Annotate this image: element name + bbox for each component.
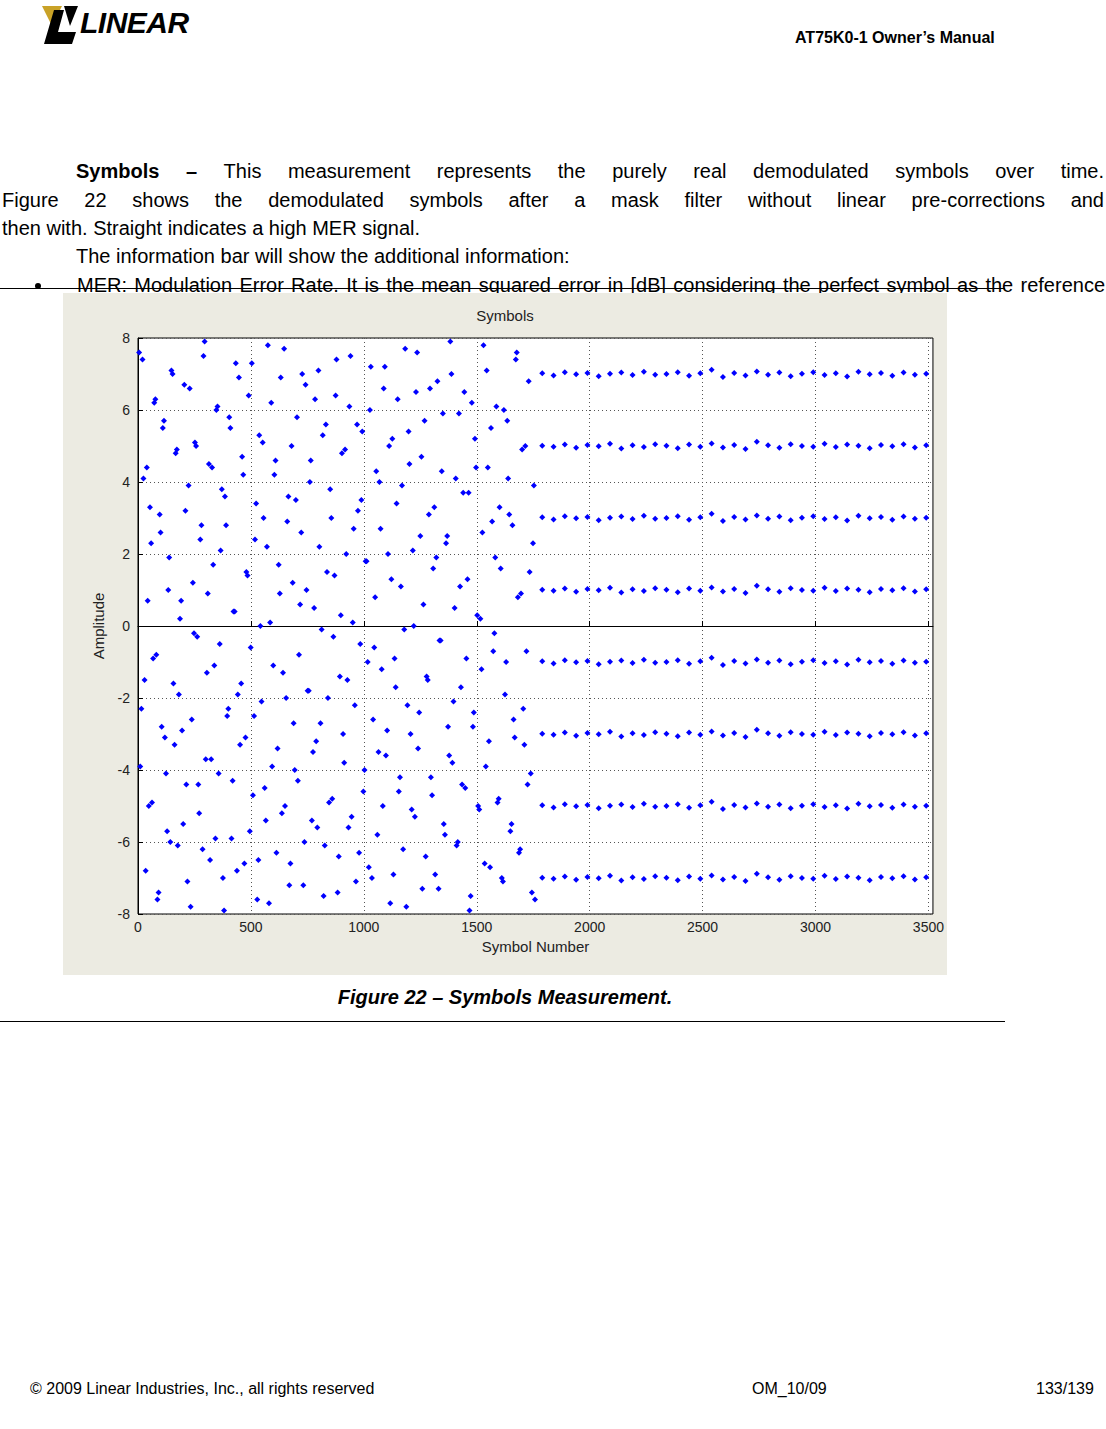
svg-text:Symbols: Symbols (476, 307, 534, 324)
svg-text:4: 4 (122, 474, 130, 490)
svg-text:-4: -4 (118, 762, 131, 778)
svg-text:6: 6 (122, 402, 130, 418)
svg-text:1500: 1500 (461, 919, 492, 935)
svg-text:0: 0 (122, 618, 130, 634)
svg-text:Amplitude: Amplitude (90, 593, 107, 660)
svg-text:500: 500 (239, 919, 263, 935)
svg-text:8: 8 (122, 330, 130, 346)
svg-text:2: 2 (122, 546, 130, 562)
svg-text:3000: 3000 (800, 919, 831, 935)
svg-text:1000: 1000 (348, 919, 379, 935)
svg-text:-2: -2 (118, 690, 131, 706)
svg-text:3500: 3500 (913, 919, 944, 935)
svg-text:2500: 2500 (687, 919, 718, 935)
svg-text:0: 0 (134, 919, 142, 935)
svg-text:-8: -8 (118, 906, 131, 922)
svg-text:2000: 2000 (574, 919, 605, 935)
svg-text:-6: -6 (118, 834, 131, 850)
svg-text:Symbol Number: Symbol Number (482, 938, 590, 955)
